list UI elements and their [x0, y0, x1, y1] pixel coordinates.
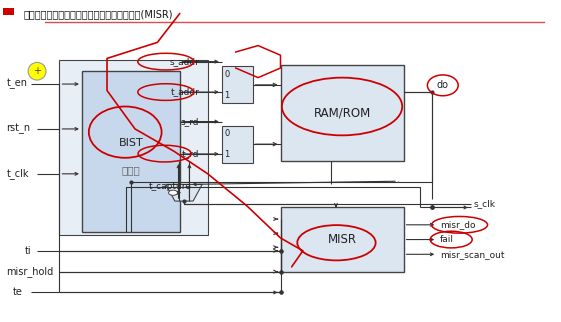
Text: te: te — [13, 288, 23, 298]
Text: fail: fail — [440, 235, 454, 244]
Text: 控制器: 控制器 — [121, 166, 140, 175]
Text: s_addr: s_addr — [169, 57, 199, 66]
FancyBboxPatch shape — [222, 126, 252, 163]
Text: MISR: MISR — [328, 233, 357, 246]
FancyBboxPatch shape — [280, 207, 403, 272]
Text: 0: 0 — [224, 70, 230, 79]
FancyBboxPatch shape — [280, 65, 403, 161]
Text: misr_hold: misr_hold — [6, 266, 53, 277]
FancyBboxPatch shape — [59, 60, 208, 235]
FancyBboxPatch shape — [82, 71, 180, 232]
Text: t_clk: t_clk — [6, 168, 29, 179]
Text: BIST: BIST — [118, 138, 143, 148]
Bar — [3, 8, 13, 15]
Text: +: + — [33, 66, 41, 76]
Text: t_rd: t_rd — [182, 149, 199, 158]
Text: 1: 1 — [224, 91, 230, 100]
FancyBboxPatch shape — [222, 66, 252, 103]
Text: do: do — [437, 80, 449, 90]
Text: 1: 1 — [224, 150, 230, 159]
Ellipse shape — [28, 62, 46, 80]
Text: 对应为初始与次使用压缩器多输入移位寄存器(MISR): 对应为初始与次使用压缩器多输入移位寄存器(MISR) — [23, 9, 173, 19]
Text: misr_do: misr_do — [440, 220, 476, 229]
Text: RAM/ROM: RAM/ROM — [314, 106, 371, 119]
Text: s_clk: s_clk — [473, 199, 495, 208]
Text: misr_scan_out: misr_scan_out — [440, 250, 504, 259]
Polygon shape — [166, 185, 202, 201]
Text: t_capture: t_capture — [149, 182, 192, 191]
Text: t_addr: t_addr — [171, 88, 199, 97]
Text: 0: 0 — [224, 129, 230, 138]
Circle shape — [168, 190, 177, 195]
Text: rst_n: rst_n — [6, 124, 30, 134]
Text: ti: ti — [25, 246, 31, 256]
Text: t_en: t_en — [6, 79, 27, 89]
Text: s_rd: s_rd — [181, 117, 199, 126]
